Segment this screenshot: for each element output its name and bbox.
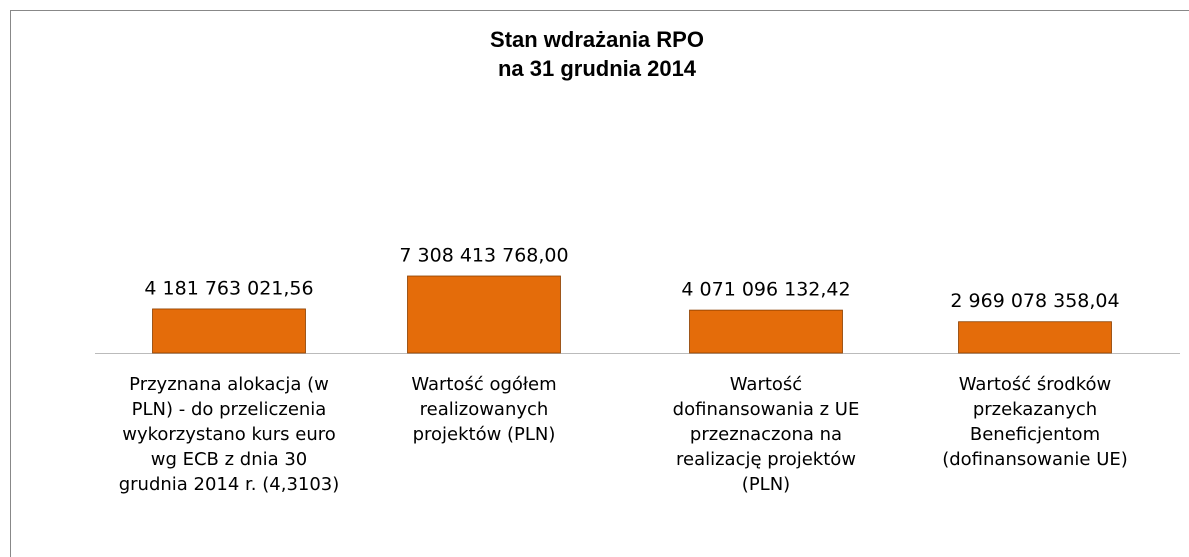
category-label: Wartość dofinansowania z UE przeznaczona n… <box>673 374 860 495</box>
text-line: wg ECB z dnia 30 <box>151 449 308 470</box>
bar <box>152 308 306 354</box>
text-line: realizowanych <box>420 399 549 420</box>
text-line: Przyznana alokacja (w <box>129 374 329 395</box>
text-line: przeznaczona na <box>690 424 842 445</box>
bar <box>958 321 1112 354</box>
text-line: na 31 grudnia 2014 <box>498 56 697 81</box>
text-line: Wartość ogółem <box>411 374 556 395</box>
text-line: grudnia 2014 r. (4,3103) <box>119 474 340 495</box>
data-label: 4 181 763 021,56 <box>144 277 313 299</box>
category-label: Wartość ogółem realizowanych projektów (PL… <box>411 374 556 445</box>
text-line: dofinansowania z UE <box>673 399 860 420</box>
text-line: przekazanych <box>973 399 1097 420</box>
data-label: 4 071 096 132,42 <box>681 279 850 301</box>
text-line: realizację projektów <box>676 449 856 470</box>
text-line: Wartość <box>730 374 802 395</box>
data-label: 7 308 413 768,00 <box>399 245 568 267</box>
bar <box>407 275 561 354</box>
chart-title: Stan wdrażania RPO na 31 grudnia 2014 <box>490 27 704 81</box>
chart-frame <box>10 10 1189 557</box>
text-line: projektów (PLN) <box>413 424 556 445</box>
text-line: wykorzystano kurs euro <box>122 424 336 445</box>
bar <box>689 309 843 354</box>
text-line: (PLN) <box>742 474 790 495</box>
text-line: Stan wdrażania RPO <box>490 27 704 52</box>
category-label: Przyznana alokacja (w PLN) - do przelicze… <box>119 374 340 495</box>
category-label: Wartość środków przekazanych Beneficjentom… <box>942 374 1128 470</box>
text-line: Beneficjentom <box>970 424 1100 445</box>
text-line: PLN) - do przeliczenia <box>132 399 327 420</box>
data-label: 2 969 078 358,04 <box>950 290 1119 312</box>
text-line: Wartość środków <box>959 374 1111 395</box>
text-line: (dofinansowanie UE) <box>942 449 1128 470</box>
